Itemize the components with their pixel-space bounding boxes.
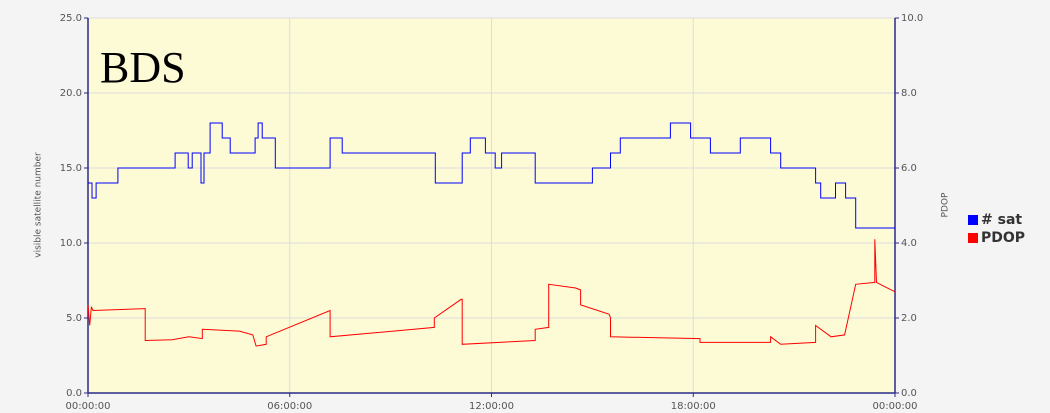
y2-tick-label: 6.0: [901, 163, 917, 174]
annotation: BDS: [100, 43, 186, 92]
y2-tick-label: 2.0: [901, 313, 917, 324]
series-line: [87, 239, 896, 347]
x-tick-label: 00:00:00: [873, 401, 918, 412]
y2-tick-label: 10.0: [901, 13, 923, 24]
y2-tick-label: 8.0: [901, 88, 917, 99]
y-tick-label: 0.0: [66, 388, 82, 399]
legend-label: # sat: [981, 212, 1022, 228]
y2-tick-label: 4.0: [901, 238, 917, 249]
x-tick-label: 12:00:00: [469, 401, 514, 412]
legend-label: PDOP: [981, 230, 1025, 246]
x-tick-label: 06:00:00: [267, 401, 312, 412]
series-line: [88, 122, 895, 229]
y2-axis-label: PDOP: [941, 192, 951, 217]
x-tick-label: 18:00:00: [671, 401, 716, 412]
y-tick-label: 25.0: [60, 13, 82, 24]
y-axis-label: visible satellite number: [34, 152, 44, 258]
x-tick-label: 00:00:00: [66, 401, 111, 412]
y-tick-label: 5.0: [66, 313, 82, 324]
y-tick-label: 10.0: [60, 238, 82, 249]
y-tick-label: 15.0: [60, 163, 82, 174]
y2-tick-label: 0.0: [901, 388, 917, 399]
y-tick-label: 20.0: [60, 88, 82, 99]
legend-swatch: [968, 215, 978, 225]
legend-swatch: [968, 233, 978, 243]
